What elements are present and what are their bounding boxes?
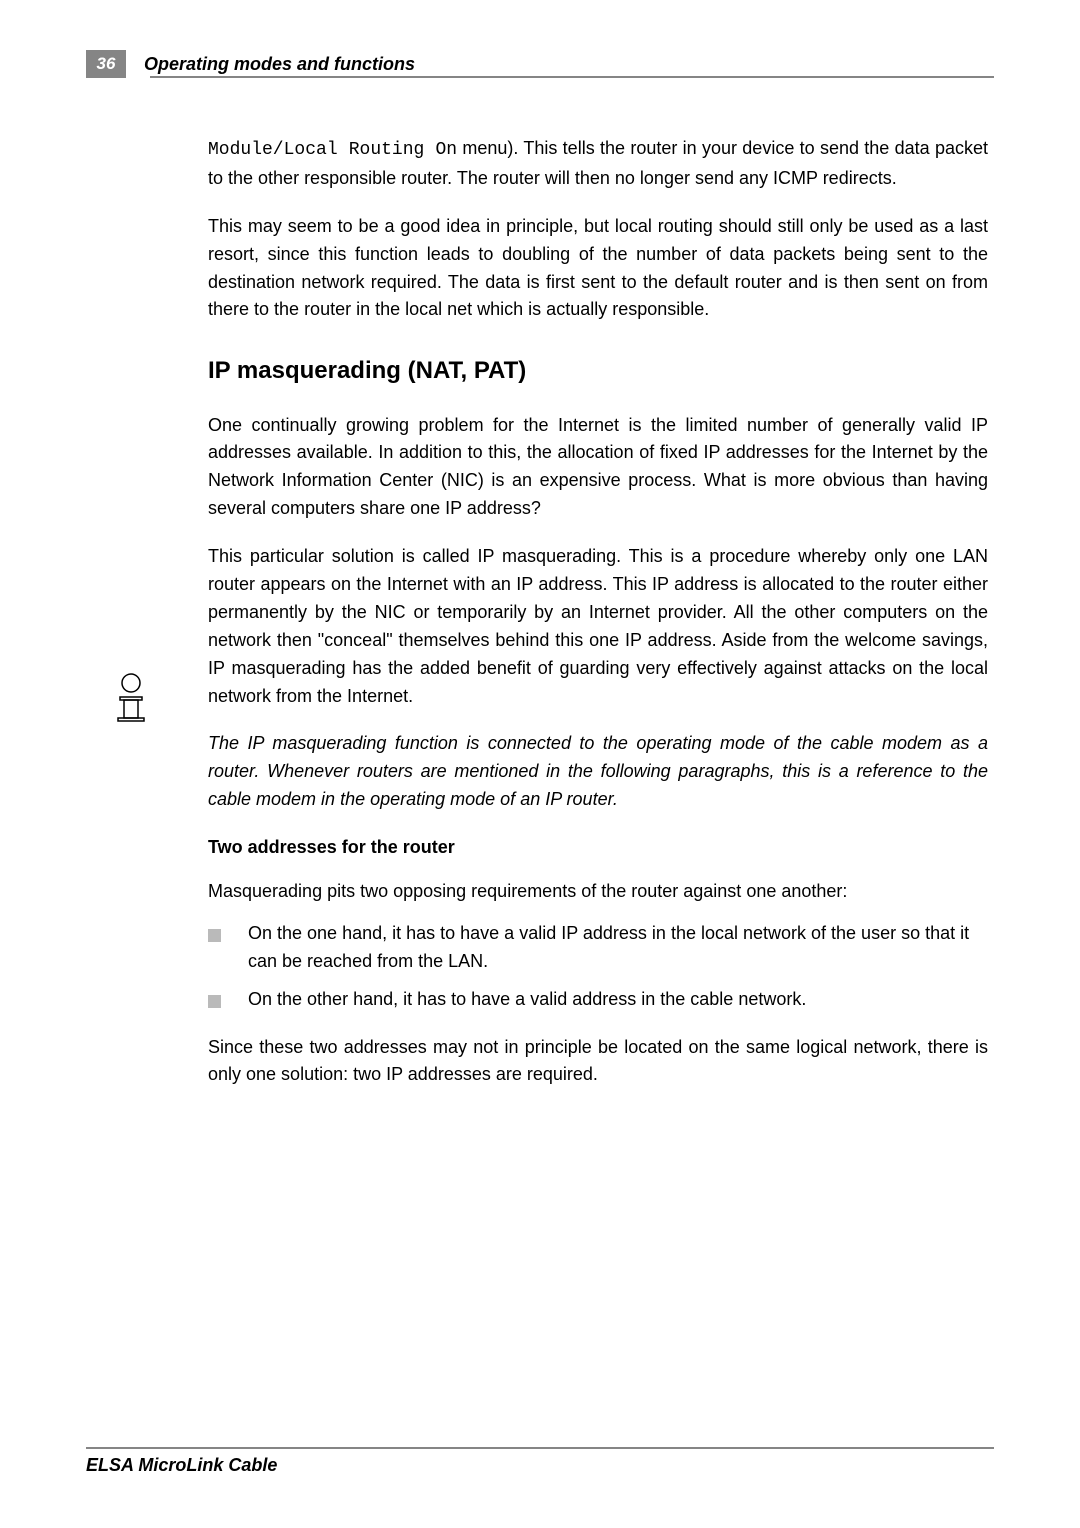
paragraph-1: Module/Local Routing On menu). This tell… bbox=[208, 135, 988, 193]
paragraph-2: This may seem to be a good idea in princ… bbox=[208, 213, 988, 325]
page-number: 36 bbox=[97, 54, 116, 73]
paragraph-6: Since these two addresses may not in pri… bbox=[208, 1034, 988, 1090]
note-icon bbox=[110, 673, 152, 723]
list-item: On the one hand, it has to have a valid … bbox=[208, 920, 988, 976]
note-paragraph: The IP masquerading function is connecte… bbox=[208, 730, 988, 814]
chapter-title: Operating modes and functions bbox=[144, 54, 415, 75]
header-divider bbox=[150, 76, 994, 78]
list-item: On the other hand, it has to have a vali… bbox=[208, 986, 988, 1014]
paragraph-4: This particular solution is called IP ma… bbox=[208, 543, 988, 710]
bullet-list: On the one hand, it has to have a valid … bbox=[208, 920, 988, 1014]
paragraph-3: One continually growing problem for the … bbox=[208, 412, 988, 524]
paragraph-5: Masquerading pits two opposing requireme… bbox=[208, 878, 988, 906]
page-header: 36 Operating modes and functions bbox=[86, 50, 994, 78]
footer-product-name: ELSA MicroLink Cable bbox=[86, 1455, 994, 1476]
page-number-box: 36 bbox=[86, 50, 126, 78]
section-heading-1: IP masquerading (NAT, PAT) bbox=[208, 352, 988, 389]
code-snippet: Module/Local Routing On bbox=[208, 140, 457, 160]
page-content: Module/Local Routing On menu). This tell… bbox=[208, 135, 988, 1109]
footer-divider bbox=[86, 1447, 994, 1449]
sub-heading-1: Two addresses for the router bbox=[208, 834, 988, 862]
page-footer: ELSA MicroLink Cable bbox=[86, 1447, 994, 1476]
